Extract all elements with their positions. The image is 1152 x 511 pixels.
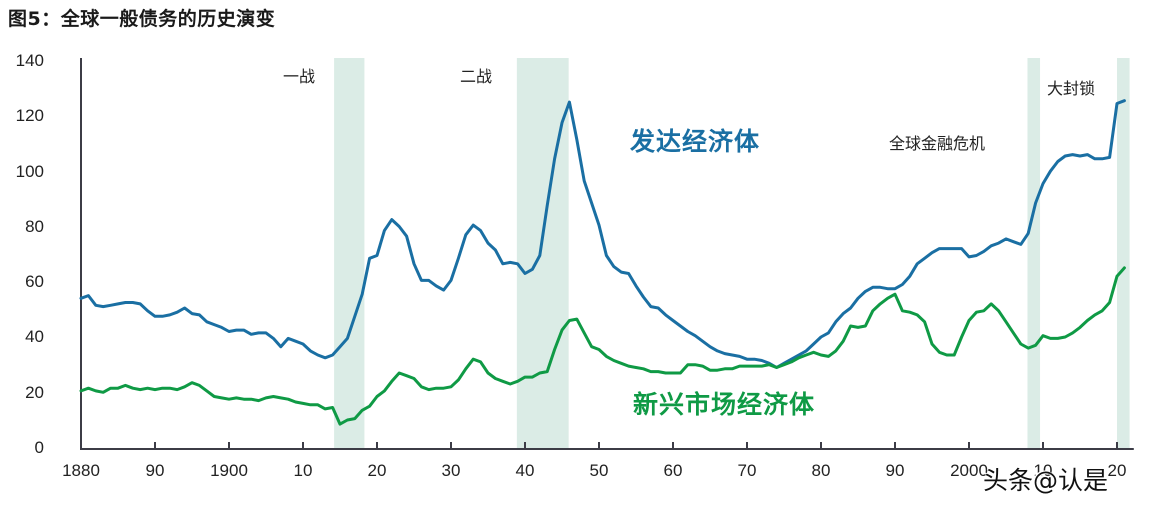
x-tick-label: 40 [515,461,535,480]
emerging-economies-line [79,266,1126,426]
annotation-gfc: 全球金融危机 [889,134,986,153]
series-label-emerging: 新兴市场经济体 [633,390,816,419]
x-tick-label: 70 [737,461,757,480]
shaded-period [516,58,569,449]
x-tick-label: 20 [367,461,387,480]
annotation-lockdown: 大封锁 [1047,79,1096,98]
x-tick-label: 1900 [210,461,248,480]
y-tick-label: 0 [34,438,44,457]
shaded-period [1117,58,1130,449]
y-tick-label: 100 [15,161,44,181]
series-label-advanced: 发达经济体 [630,127,761,156]
annotation-ww1: 一战 [283,67,316,86]
x-tick-label: 60 [663,461,683,480]
y-tick-label: 40 [25,327,44,347]
x-tick-label: 50 [589,461,609,480]
shaded-period [334,58,365,449]
x-tick-label: 10 [1033,461,1053,480]
watermark: 头条@认是 [983,466,1109,495]
shaded-period [1027,58,1041,449]
x-tick-label: 90 [885,461,905,480]
advanced-economies-line [79,99,1126,369]
y-tick-label: 80 [25,216,44,236]
x-tick-label: 90 [145,461,165,480]
annotation-ww2: 二战 [460,67,493,86]
x-tick-label: 2000 [950,461,988,480]
axes [80,58,1134,450]
x-tick-label: 10 [293,461,313,480]
chart-title: 图5：全球一般债务的历史演变 [8,8,276,30]
y-tick-label: 20 [25,382,44,402]
x-tick-label: 1880 [62,461,100,480]
y-tick-label: 60 [25,272,44,292]
x-tick-label: 20 [1107,461,1127,480]
data-lines [79,99,1126,426]
y-tick-label: 120 [15,106,44,126]
shaded-periods [334,58,1130,449]
y-tick-label: 140 [15,51,44,70]
x-tick-label: 30 [441,461,461,480]
x-tick-label: 80 [811,461,831,480]
